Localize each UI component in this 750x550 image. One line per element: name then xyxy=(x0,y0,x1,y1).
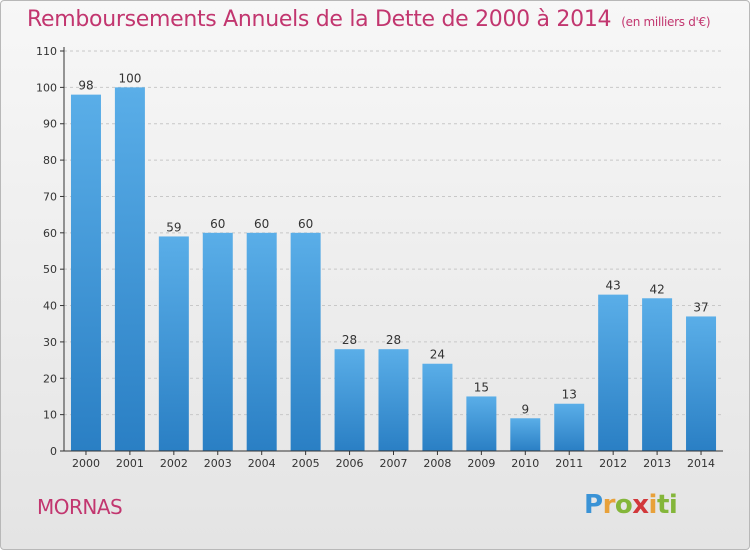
data-label: 60 xyxy=(210,217,225,231)
data-label: 42 xyxy=(649,282,664,296)
data-label: 60 xyxy=(254,217,269,231)
x-tick-label: 2012 xyxy=(599,457,627,470)
x-tick-label: 2010 xyxy=(511,457,539,470)
y-tick-label: 90 xyxy=(43,118,57,131)
x-tick-label: 2003 xyxy=(204,457,232,470)
bars-group xyxy=(70,87,717,452)
data-label: 43 xyxy=(606,279,621,293)
data-label: 28 xyxy=(342,333,357,347)
y-tick-label: 70 xyxy=(43,190,57,203)
y-tick-label: 40 xyxy=(43,300,57,313)
bar xyxy=(510,418,541,451)
bar xyxy=(70,94,101,452)
y-tick-label: 110 xyxy=(36,45,57,58)
x-tick-label: 2011 xyxy=(555,457,583,470)
x-tick-label: 2006 xyxy=(336,457,364,470)
y-tick-label: 100 xyxy=(36,81,57,94)
y-tick-label: 80 xyxy=(43,154,57,167)
data-label: 15 xyxy=(474,380,489,394)
x-tick-label: 2007 xyxy=(380,457,408,470)
data-label: 9 xyxy=(521,402,529,416)
x-tick-label: 2009 xyxy=(467,457,495,470)
proxiti-logo: Proxiti xyxy=(584,490,678,520)
data-label: 60 xyxy=(298,217,313,231)
data-label: 100 xyxy=(118,71,141,85)
bar xyxy=(202,232,233,451)
x-tick-label: 2008 xyxy=(423,457,451,470)
y-tick-label: 50 xyxy=(43,263,57,276)
x-tick-label: 2001 xyxy=(116,457,144,470)
x-tick-label: 2013 xyxy=(643,457,671,470)
bar xyxy=(554,403,585,451)
data-label: 98 xyxy=(78,79,93,93)
bar xyxy=(686,316,717,451)
x-tick-label: 2004 xyxy=(248,457,276,470)
data-label: 59 xyxy=(166,220,181,234)
y-tick-label: 20 xyxy=(43,372,57,385)
data-label: 28 xyxy=(386,333,401,347)
x-tick-label: 2005 xyxy=(292,457,320,470)
axes-group: 0 10 20 30 40 50 60 70 80 90 100 110 2000 2001 2002 200… xyxy=(36,45,723,470)
bar xyxy=(598,294,629,451)
y-tick-label: 30 xyxy=(43,336,57,349)
data-label: 24 xyxy=(430,348,445,362)
data-label: 13 xyxy=(562,388,577,402)
bar xyxy=(466,396,497,451)
chart-title: Remboursements Annuels de la Dette de 20… xyxy=(27,7,711,32)
y-tick-label: 0 xyxy=(50,445,57,458)
commune-name: MORNAS xyxy=(37,495,123,519)
chart-unit: (en milliers d'€) xyxy=(621,15,711,29)
chart-title-text: Remboursements Annuels de la Dette de 20… xyxy=(27,7,612,32)
x-tick-label: 2000 xyxy=(72,457,100,470)
bar xyxy=(114,87,145,451)
bar xyxy=(334,349,365,451)
x-tick-label: 2014 xyxy=(687,457,715,470)
x-tick-label: 2002 xyxy=(160,457,188,470)
value-labels-group: 98 100 59 60 60 60 28 28 24 15 9 13 43 42 37 xyxy=(78,71,708,416)
bar xyxy=(290,232,321,451)
bar xyxy=(158,236,189,451)
bar xyxy=(642,298,673,451)
bar xyxy=(378,349,409,451)
bar xyxy=(422,363,453,451)
bar xyxy=(246,232,277,451)
y-tick-label: 10 xyxy=(43,409,57,422)
y-tick-label: 60 xyxy=(43,227,57,240)
data-label: 37 xyxy=(693,300,708,314)
